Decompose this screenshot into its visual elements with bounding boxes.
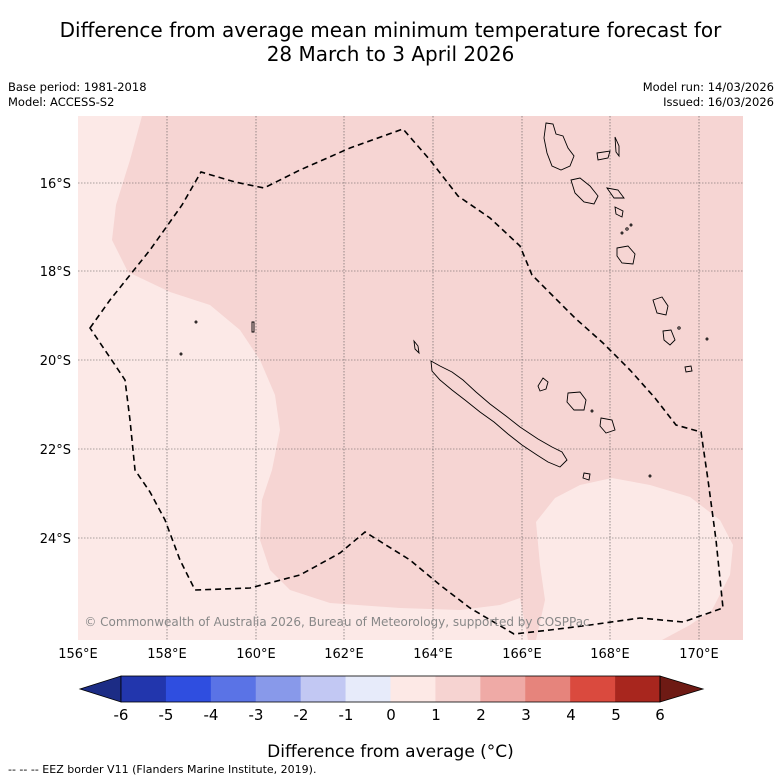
island-lifou (566, 391, 587, 411)
colorbar-cell (121, 676, 167, 702)
lon-label: 168°E (590, 647, 630, 662)
colorbar-cell (435, 676, 481, 702)
colorbar-extend-low (78, 675, 122, 703)
island-new-caledonia (430, 360, 568, 468)
colorbar-cell (390, 676, 436, 702)
island-mare (599, 417, 616, 434)
colorbar-extend-high (659, 675, 705, 703)
model-run: Model run: 14/03/2026 (642, 80, 774, 94)
island-ambae (596, 150, 611, 161)
coastlines (179, 122, 709, 481)
footer-note: -- -- -- EEZ border V11 (Flanders Marine… (8, 763, 317, 776)
longitude-labels: 156°E 158°E 160°E 162°E 164°E 166°E 168°… (58, 647, 719, 662)
meta-left: Base period: 1981-2018 Model: ACCESS-S2 (8, 80, 147, 110)
lat-label: 20°S (40, 354, 71, 369)
lon-label: 166°E (502, 647, 542, 662)
eez-border (89, 128, 724, 635)
island-epi (614, 206, 624, 218)
island-isle-of-pines (582, 472, 591, 481)
lon-label: 162°E (324, 647, 364, 662)
island-ouvea (537, 377, 549, 392)
colorbar: -6 -5 -4 -3 -2 -1 0 1 2 3 4 5 6 (78, 675, 705, 724)
colorbar-ticks: -6 -5 -4 -3 -2 -1 0 1 2 3 4 5 6 (114, 706, 665, 724)
islet-9 (620, 231, 624, 235)
cb-tick-label: -4 (204, 706, 219, 724)
title-line-1: Difference from average mean minimum tem… (59, 18, 722, 42)
cb-tick-label: 4 (566, 706, 576, 724)
colorbar-cell (255, 676, 301, 702)
cb-tick-label: 2 (476, 706, 486, 724)
islet-4 (629, 223, 633, 227)
cb-tick-label: 3 (521, 706, 531, 724)
copyright-text: © Commonwealth of Australia 2026, Bureau… (84, 615, 589, 629)
island-malekula (570, 177, 599, 205)
lon-label: 158°E (147, 647, 187, 662)
islet-3 (625, 227, 629, 231)
cb-tick-label: -1 (339, 706, 354, 724)
colorbar-cell (525, 676, 571, 702)
colorbar-cell (165, 676, 212, 702)
lon-label: 160°E (236, 647, 276, 662)
islet-1 (194, 320, 198, 324)
lon-label: 170°E (679, 647, 719, 662)
lon-label: 156°E (58, 647, 98, 662)
island-erromango (652, 296, 669, 316)
title-line-2: 28 March to 3 April 2026 (266, 42, 515, 66)
islet-8 (648, 474, 652, 478)
cb-tick-label: 6 (655, 706, 665, 724)
model-name: Model: ACCESS-S2 (8, 95, 115, 109)
colorbar-label: Difference from average (°C) (267, 742, 514, 762)
anomaly-band-0-1-southeast (536, 478, 733, 640)
colorbar-cell (615, 676, 661, 702)
lat-label: 22°S (40, 443, 71, 458)
island-chesterfield (251, 321, 255, 333)
island-ambrym (606, 187, 625, 199)
lat-label: 16°S (40, 177, 71, 192)
colorbar-cell (480, 676, 526, 702)
island-pentecost (614, 136, 620, 158)
latitude-labels: 16°S 18°S 20°S 22°S 24°S (40, 177, 71, 547)
islet-2 (179, 352, 183, 356)
colorbar-cell (570, 676, 616, 702)
map-area: © Commonwealth of Australia 2026, Bureau… (78, 116, 743, 640)
lat-label: 24°S (40, 532, 71, 547)
island-aneityum (684, 365, 693, 373)
cb-tick-label: -6 (114, 706, 129, 724)
meta-right: Model run: 14/03/2026 Issued: 16/03/2026 (643, 80, 774, 110)
base-period: Base period: 1981-2018 (8, 80, 147, 94)
island-espiritu-santo (543, 122, 575, 171)
colorbar-cell (300, 676, 346, 702)
cb-tick-label: -5 (159, 706, 174, 724)
chart-title: Difference from average mean minimum tem… (0, 18, 781, 66)
island-tanna (662, 329, 676, 346)
anomaly-band-0-1-west (78, 116, 528, 640)
cb-tick-label: 5 (611, 706, 621, 724)
cb-tick-label: -3 (249, 706, 264, 724)
graticule (78, 116, 743, 640)
colorbar-cell (210, 676, 257, 702)
islet-7 (590, 409, 594, 413)
cb-tick-label: 0 (386, 706, 396, 724)
island-efate (616, 245, 636, 265)
cb-tick-label: -2 (294, 706, 309, 724)
colorbar-cell (345, 676, 391, 702)
colorbar-cells (121, 676, 661, 702)
issued-date: Issued: 16/03/2026 (663, 95, 774, 109)
islet-6 (705, 337, 709, 341)
lat-label: 18°S (40, 265, 71, 280)
island-belep (413, 339, 420, 355)
islet-5 (677, 326, 681, 330)
cb-tick-label: 1 (431, 706, 441, 724)
lon-label: 164°E (413, 647, 453, 662)
